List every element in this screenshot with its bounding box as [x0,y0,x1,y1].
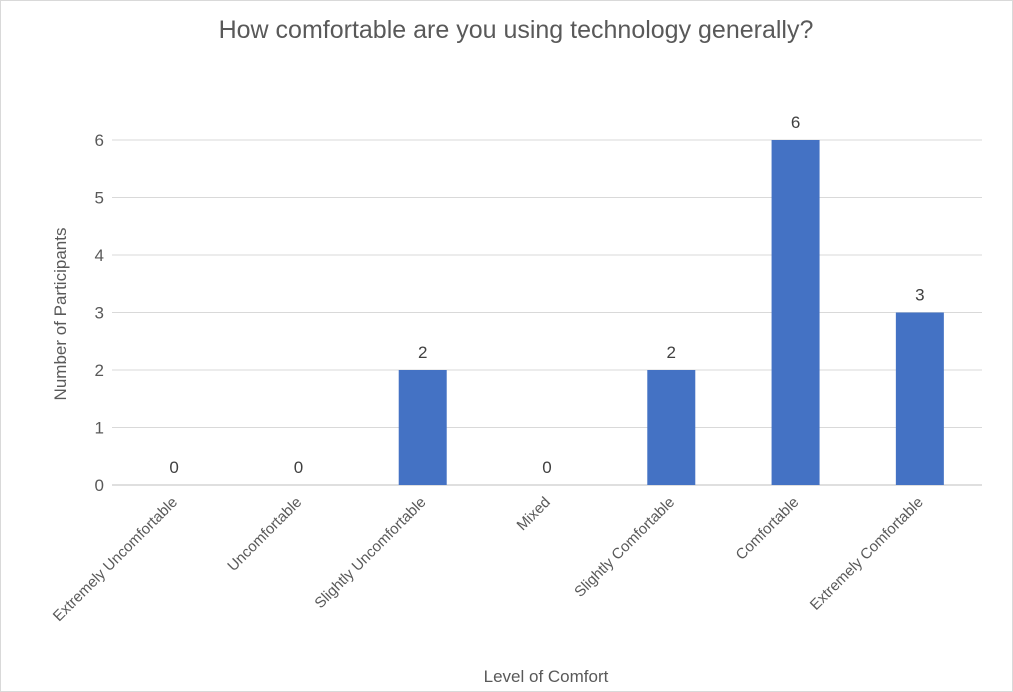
y-tick-label: 3 [95,304,104,323]
y-tick-label: 1 [95,419,104,438]
data-label: 0 [169,458,178,477]
data-labels: 0 0 2 0 2 6 3 [169,113,924,477]
gridlines [112,139,982,486]
bars [398,140,944,485]
x-tick-label: Slightly Uncomfortable [311,494,429,612]
x-axis-label: Level of Comfort [484,667,609,686]
x-tick-label: Comfortable [733,494,803,564]
data-label: 2 [667,343,676,362]
y-tick-label: 4 [95,246,104,265]
data-label: 3 [915,286,924,305]
x-axis-categories: Extremely Uncomfortable Uncomfortable Slig… [50,494,927,625]
data-label: 0 [542,458,551,477]
x-tick-label: Mixed [514,494,554,534]
bar [771,140,820,485]
bar [398,370,447,485]
y-axis-label: Number of Participants [51,228,70,401]
data-label: 0 [294,458,303,477]
x-tick-label: Extremely Uncomfortable [50,494,181,625]
bar [895,312,944,485]
y-tick-label: 5 [95,189,104,208]
x-tick-label: Slightly Comfortable [571,494,678,601]
data-label: 2 [418,343,427,362]
x-tick-label: Uncomfortable [224,494,305,575]
y-axis-ticks: 0 1 2 3 4 5 6 [95,131,104,495]
y-tick-label: 2 [95,361,104,380]
y-tick-label: 0 [95,476,104,495]
y-tick-label: 6 [95,131,104,150]
chart-title: How comfortable are you using technology… [219,16,814,44]
x-tick-label: Extremely Comfortable [807,494,927,614]
bar [647,370,696,485]
data-label: 6 [791,113,800,132]
